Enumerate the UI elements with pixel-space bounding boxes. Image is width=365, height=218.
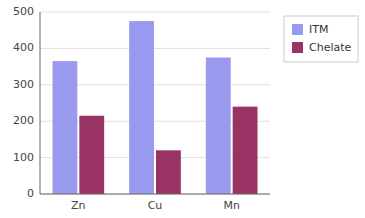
y-tick-label: 300 (13, 78, 34, 91)
bar (79, 116, 104, 194)
legend-label: ITM (309, 23, 328, 36)
legend-swatch (292, 24, 303, 35)
grid (40, 12, 270, 194)
bar (206, 58, 231, 195)
bars (53, 21, 258, 194)
y-tick-label: 200 (13, 114, 34, 127)
y-tick-label: 0 (27, 187, 34, 200)
bar (129, 21, 154, 194)
legend-swatch (292, 42, 303, 53)
legend: ITM Chelate (284, 16, 358, 62)
legend-frame (284, 16, 358, 62)
bar (156, 150, 181, 194)
legend-label: Chelate (309, 41, 352, 54)
y-tick-label: 500 (13, 5, 34, 18)
x-tick-label: Mn (223, 199, 239, 212)
grid-line (40, 48, 270, 49)
y-tick-label: 100 (13, 151, 34, 164)
bar (53, 61, 78, 194)
grid-line (40, 194, 270, 195)
chart: 0 100 200 300 400 500 Zn Cu Mn ITM Chelate (0, 0, 365, 218)
grid-line (40, 12, 270, 13)
y-axis (40, 12, 41, 194)
bar (233, 107, 258, 194)
x-tick-label: Cu (148, 199, 163, 212)
x-axis (40, 194, 270, 195)
x-tick-label: Zn (71, 199, 86, 212)
y-tick-label: 400 (13, 41, 34, 54)
